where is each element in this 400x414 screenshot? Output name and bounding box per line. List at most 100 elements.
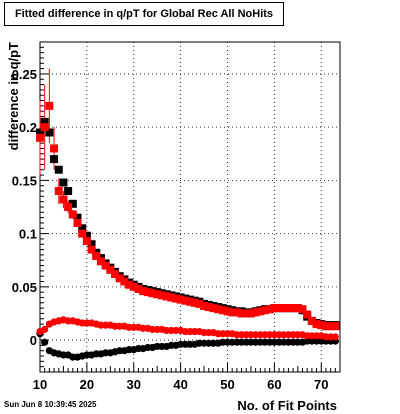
data-point-square bbox=[195, 299, 204, 308]
data-point-square bbox=[101, 261, 110, 270]
data-point-square bbox=[73, 218, 82, 227]
data-point-square bbox=[190, 298, 199, 307]
data-point-square bbox=[228, 308, 237, 317]
data-point-square bbox=[36, 128, 44, 137]
data-point-circle bbox=[331, 333, 339, 341]
y-tick-label: 0.25 bbox=[12, 67, 37, 82]
data-point-square bbox=[68, 199, 77, 208]
data-point-square bbox=[125, 280, 134, 289]
data-point-circle bbox=[41, 338, 49, 346]
data-point-square bbox=[82, 231, 91, 240]
data-point-square bbox=[153, 290, 162, 299]
data-point-square bbox=[246, 309, 255, 318]
data-point-square bbox=[82, 237, 91, 246]
data-marks bbox=[36, 68, 340, 361]
y-axis-label: difference in q/pT bbox=[6, 42, 21, 150]
data-point-square bbox=[171, 294, 180, 303]
data-point-square bbox=[78, 224, 87, 233]
data-point-square bbox=[40, 117, 49, 126]
data-point-square bbox=[167, 293, 176, 302]
data-point-square bbox=[64, 203, 73, 211]
x-tick-label: 20 bbox=[80, 377, 94, 392]
data-point-square bbox=[237, 309, 246, 318]
data-point-square bbox=[162, 292, 171, 301]
chart-title: Fitted difference in q/pT for Global Rec… bbox=[4, 2, 284, 26]
y-tick-label: 0 bbox=[30, 333, 37, 348]
data-point-square bbox=[87, 240, 96, 249]
data-point-square bbox=[129, 282, 138, 291]
x-tick-label: 60 bbox=[267, 377, 281, 392]
data-point-square bbox=[68, 210, 77, 219]
data-point-square bbox=[209, 304, 218, 313]
y-tick-label: 0.1 bbox=[19, 227, 37, 242]
data-point-square bbox=[242, 309, 251, 318]
tick-labels: 10 20 30 40 50 60 70 0 0.05 0.1 0.15 0.2 0.25 bbox=[12, 67, 329, 392]
data-point-square bbox=[139, 287, 148, 296]
data-point-square bbox=[181, 296, 190, 305]
data-point-square bbox=[317, 321, 326, 330]
x-tick-label: 30 bbox=[127, 377, 141, 392]
data-point-square bbox=[275, 304, 284, 313]
data-point-square bbox=[111, 270, 119, 279]
data-point-square bbox=[251, 308, 260, 317]
data-point-square bbox=[270, 304, 279, 313]
x-axis-label: No. of Fit Points bbox=[237, 398, 337, 413]
y-tick-label: 0.15 bbox=[12, 173, 37, 188]
data-point-square bbox=[54, 165, 63, 174]
data-point-square bbox=[59, 195, 68, 204]
data-point-square bbox=[298, 305, 307, 314]
data-point-square bbox=[106, 265, 115, 274]
data-point-square bbox=[204, 303, 213, 312]
data-point-square bbox=[232, 308, 241, 317]
data-point-square bbox=[223, 307, 232, 316]
plot-frame bbox=[39, 41, 341, 373]
data-point-square bbox=[134, 284, 143, 293]
data-point-square bbox=[64, 187, 73, 196]
data-point-square bbox=[312, 320, 321, 329]
data-point-circle bbox=[41, 325, 49, 334]
data-point-square bbox=[261, 306, 269, 315]
data-point-square bbox=[45, 128, 54, 137]
y-tick-label: 0.2 bbox=[19, 120, 37, 135]
timestamp: Sun Jun 8 10:39:45 2025 bbox=[4, 400, 97, 409]
data-point-square bbox=[157, 291, 166, 300]
data-point-square bbox=[92, 251, 101, 260]
data-point-square bbox=[50, 155, 59, 164]
data-point-square bbox=[321, 322, 330, 331]
data-point-square bbox=[331, 322, 340, 331]
data-point-square bbox=[120, 277, 129, 286]
x-tick-label: 70 bbox=[314, 377, 328, 392]
data-point-square bbox=[148, 289, 157, 298]
data-point-square bbox=[87, 245, 96, 254]
data-point-square bbox=[36, 133, 44, 142]
x-tick-label: 40 bbox=[173, 377, 187, 392]
data-point-square bbox=[96, 257, 105, 266]
data-point-square bbox=[265, 305, 274, 314]
data-point-square bbox=[40, 123, 49, 132]
data-point-square bbox=[59, 178, 68, 187]
data-point-square bbox=[326, 322, 335, 331]
data-point-square bbox=[45, 101, 54, 110]
x-tick-label: 10 bbox=[33, 377, 47, 392]
data-point-square bbox=[293, 304, 302, 313]
data-point-square bbox=[78, 229, 87, 238]
data-point-square bbox=[200, 302, 209, 310]
y-tick-label: 0.05 bbox=[12, 280, 37, 295]
data-point-square bbox=[115, 274, 124, 283]
data-point-square bbox=[143, 288, 152, 297]
data-point-square bbox=[186, 297, 194, 306]
data-point-square bbox=[214, 305, 223, 314]
data-point-square bbox=[303, 310, 312, 319]
data-point-square bbox=[73, 213, 82, 222]
x-tick-label: 50 bbox=[220, 377, 234, 392]
data-point-square bbox=[54, 187, 63, 196]
data-point-square bbox=[289, 304, 298, 313]
data-point-square bbox=[176, 295, 185, 304]
data-point-square bbox=[307, 316, 316, 325]
data-point-square bbox=[279, 304, 288, 313]
data-point-square bbox=[256, 307, 265, 316]
data-point-square bbox=[50, 144, 59, 153]
data-point-square bbox=[284, 304, 293, 313]
data-point-square bbox=[218, 306, 227, 315]
